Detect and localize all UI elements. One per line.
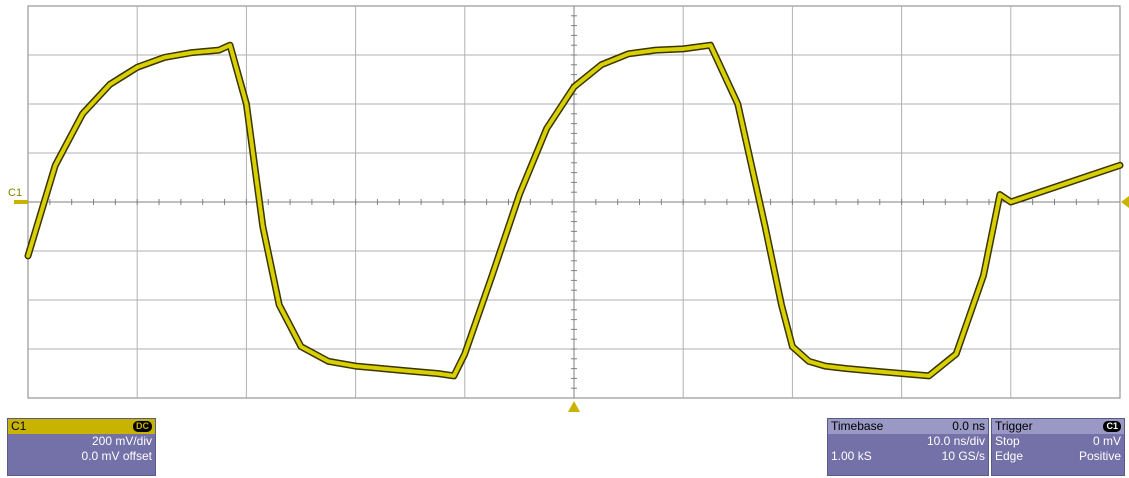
trigger-level: 0 mV [1092, 434, 1121, 448]
offset-row: 0.0 mV offset [8, 449, 155, 464]
timebase-delay: 0.0 ns [952, 419, 985, 433]
trigger-position-marker [568, 401, 580, 412]
trigger-level-marker [1121, 196, 1129, 208]
offset-value: 0.0 mV offset [81, 449, 152, 463]
trigger-panel[interactable]: Trigger C1 Stop 0 mV Edge Positive [991, 418, 1125, 476]
sample-count: 1.00 kS [831, 449, 872, 463]
timebase-header: Timebase 0.0 ns [828, 419, 988, 434]
time-per-div: 10.0 ns/div [926, 434, 985, 448]
coupling-badge: DC [133, 421, 152, 432]
sample-rate: 10 GS/s [941, 449, 985, 463]
oscilloscope-display: C1 [8, 5, 1129, 412]
trigger-label: Trigger [995, 419, 1033, 433]
trigger-header: Trigger C1 [992, 419, 1124, 434]
channel-label: C1 [11, 419, 27, 433]
trigger-source-badge: C1 [1103, 421, 1121, 432]
timebase-label: Timebase [831, 419, 884, 433]
vdiv-row: 200 mV/div [8, 434, 155, 449]
trace-line [26, 43, 1122, 378]
trace-c1 [24, 41, 1124, 380]
channel-ground-label: C1 [8, 187, 22, 199]
channel-c1-header: C1 DC [8, 419, 155, 434]
volts-per-div: 200 mV/div [91, 434, 152, 448]
trigger-type-row: Edge Positive [992, 449, 1124, 464]
tdiv-row: 10.0 ns/div [828, 434, 988, 449]
ground-marker [14, 200, 28, 204]
trigger-mode-row: Stop 0 mV [992, 434, 1124, 449]
graticule-grid [27, 5, 1121, 399]
trigger-slope: Positive [1078, 449, 1121, 463]
markers: C1 [8, 187, 1129, 412]
samples-row: 1.00 kS 10 GS/s [828, 449, 988, 464]
trigger-type: Edge [995, 449, 1024, 463]
timebase-panel[interactable]: Timebase 0.0 ns 10.0 ns/div 1.00 kS 10 G… [827, 418, 989, 476]
channel-c1-panel[interactable]: C1 DC 200 mV/div 0.0 mV offset [7, 418, 156, 476]
trigger-mode: Stop [995, 434, 1020, 448]
